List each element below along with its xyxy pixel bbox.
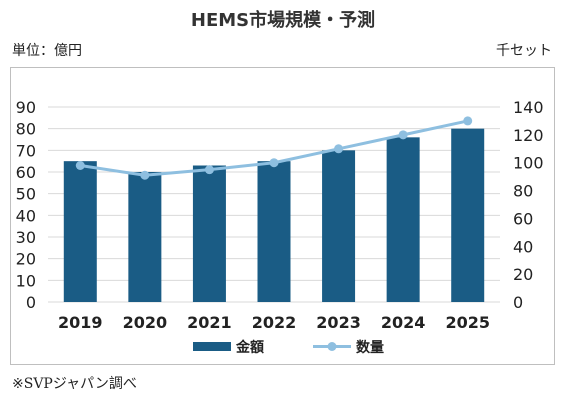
x-tick-label: 2022	[252, 313, 297, 332]
line-point	[204, 165, 214, 175]
x-tick-label: 2025	[445, 313, 490, 332]
bar	[322, 150, 356, 302]
left-tick-label: 20	[16, 250, 36, 269]
left-tick-label: 0	[26, 293, 36, 312]
right-axis-unit: 千セット	[496, 43, 552, 59]
right-tick-label: 0	[513, 293, 523, 312]
bar	[63, 161, 97, 302]
bar	[451, 128, 485, 302]
x-tick-label: 2024	[381, 313, 426, 332]
x-tick-label: 2021	[187, 313, 232, 332]
x-tick-label: 2020	[123, 313, 168, 332]
right-tick-label: 80	[513, 182, 533, 201]
right-tick-label: 20	[513, 265, 533, 284]
line-point	[269, 158, 279, 168]
bar	[128, 172, 162, 302]
left-tick-label: 10	[16, 271, 36, 290]
bar	[257, 161, 291, 302]
line-point	[463, 116, 473, 126]
left-tick-label: 30	[16, 228, 36, 247]
chart-title: HEMS市場規模・予測	[190, 10, 376, 31]
legend-label: 金額	[235, 339, 264, 356]
left-axis-unit: 単位：億円	[12, 43, 82, 59]
line-point	[75, 161, 85, 170]
x-tick-label: 2019	[58, 313, 103, 332]
x-tick-label: 2023	[316, 313, 361, 332]
left-tick-label: 90	[16, 98, 36, 117]
source-note: ※SVPジャパン調べ	[12, 376, 137, 392]
left-tick-label: 50	[16, 185, 36, 204]
bar	[192, 165, 226, 302]
chart-frame	[10, 67, 555, 365]
legend-swatch-bar	[193, 342, 231, 351]
legend-swatch-marker	[327, 342, 337, 351]
right-tick-label: 60	[513, 209, 533, 228]
line-point	[140, 170, 150, 180]
legend-label: 数量	[356, 339, 384, 356]
line-point	[398, 130, 408, 140]
left-tick-label: 70	[16, 141, 36, 160]
line-point	[334, 144, 344, 154]
right-tick-label: 100	[513, 154, 544, 173]
bar	[386, 137, 420, 302]
left-tick-label: 80	[16, 120, 36, 139]
left-tick-label: 40	[16, 206, 36, 225]
right-tick-label: 40	[513, 237, 533, 256]
left-tick-label: 60	[16, 163, 36, 182]
right-tick-label: 120	[513, 126, 544, 145]
right-tick-label: 140	[513, 98, 544, 117]
